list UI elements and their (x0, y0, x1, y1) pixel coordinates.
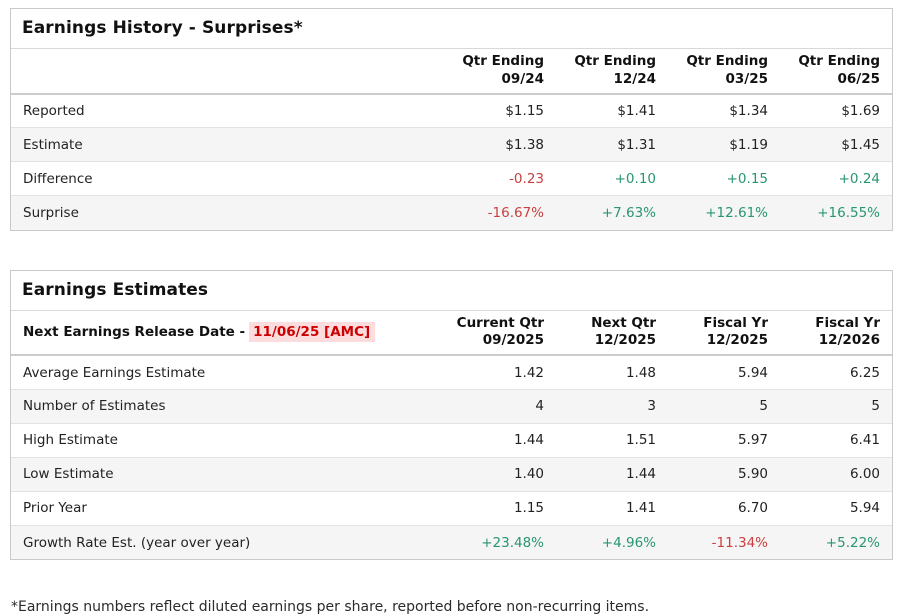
column-header-line1: Qtr Ending (574, 53, 656, 69)
column-header-line2: 06/25 (837, 70, 880, 87)
column-header-row: Next Earnings Release Date -11/06/25 [AM… (11, 310, 892, 357)
table-row: Prior Year 1.15 1.41 6.70 5.94 (11, 490, 892, 526)
column-header-line1: Fiscal Yr (703, 314, 768, 331)
cell-value: +0.15 (668, 161, 780, 196)
cell-value: -16.67% (444, 195, 556, 230)
cell-value: +7.63% (556, 195, 668, 230)
column-header-line2: 12/2025 (594, 332, 656, 349)
column-header: Next Qtr 12/2025 (556, 310, 668, 357)
column-header-line1: Qtr Ending (462, 53, 544, 69)
cell-value: $1.38 (444, 127, 556, 162)
table-row: Reported $1.15 $1.41 $1.34 $1.69 (11, 94, 892, 128)
release-date-label: Next Earnings Release Date - (23, 323, 246, 340)
cell-value: +0.10 (556, 161, 668, 196)
table-row: Surprise -16.67% +7.63% +12.61% +16.55% (11, 195, 892, 230)
row-label: Surprise (11, 195, 444, 230)
cell-value: -11.34% (668, 524, 780, 560)
column-header-line1: Fiscal Yr (815, 314, 880, 331)
cell-value: 1.44 (444, 422, 556, 458)
cell-value: 1.48 (625, 364, 656, 381)
row-label: Low Estimate (11, 456, 444, 492)
release-date-value: 11/06/25 [AMC] (249, 321, 376, 342)
row-label: Prior Year (11, 490, 444, 526)
column-header: Qtr Ending 12/24 (556, 49, 668, 95)
cell-value: $1.45 (780, 127, 892, 162)
table-row: Estimate $1.38 $1.31 $1.19 $1.45 (11, 127, 892, 162)
column-header: Qtr Ending 03/25 (668, 49, 780, 95)
cell-value: $1.31 (556, 127, 668, 162)
cell-value: 5 (668, 388, 780, 424)
cell-value: 3 (556, 388, 668, 424)
cell-value: 1.15 (444, 490, 556, 526)
column-header: Current Qtr 09/2025 (444, 310, 556, 357)
cell-value: 6.25 (849, 364, 880, 381)
column-header-line2: 12/2025 (706, 332, 768, 349)
cell-value: 1.51 (556, 422, 668, 458)
cell-value: 5 (780, 388, 892, 424)
column-header-line1: Qtr Ending (798, 53, 880, 69)
cell-value: 6.41 (780, 422, 892, 458)
cell-value: 5.94 (737, 364, 768, 381)
cell-value: 5.97 (668, 422, 780, 458)
row-label: High Estimate (11, 422, 444, 458)
row-label: Estimate (11, 127, 444, 162)
column-header: Fiscal Yr 12/2026 (780, 310, 892, 357)
earnings-history-title: Earnings History - Surprises* (11, 9, 892, 49)
column-header-line1: Qtr Ending (686, 53, 768, 69)
earnings-estimates-table: Next Earnings Release Date -11/06/25 [AM… (11, 310, 892, 560)
table-row: Number of Estimates 4 3 5 5 (11, 388, 892, 424)
row-label: Number of Estimates (11, 388, 444, 424)
cell-value: 1.44 (556, 456, 668, 492)
cell-value: $1.34 (729, 102, 768, 119)
row-label: Reported (23, 102, 85, 119)
earnings-estimates-title: Earnings Estimates (11, 271, 892, 311)
row-label: Growth Rate Est. (year over year) (11, 524, 444, 560)
row-label: Average Earnings Estimate (23, 364, 206, 381)
cell-value: 6.00 (780, 456, 892, 492)
table-row: Low Estimate 1.40 1.44 5.90 6.00 (11, 456, 892, 492)
estimates_table-header-label-cell: Next Earnings Release Date -11/06/25 [AM… (11, 310, 444, 357)
column-header-row: Qtr Ending 09/24 Qtr Ending 12/24 Qtr Ending… (11, 49, 892, 95)
column-header-line2: 09/24 (501, 70, 544, 87)
earnings-estimates-card: Earnings Estimates Next Earnings Release… (10, 269, 893, 561)
cell-value: +0.24 (780, 161, 892, 196)
table-row: High Estimate 1.44 1.51 5.97 6.41 (11, 422, 892, 458)
cell-value: $1.19 (668, 127, 780, 162)
footnote: *Earnings numbers reflect diluted earnin… (11, 599, 650, 615)
table-row: Growth Rate Est. (year over year) +23.48%… (11, 524, 892, 560)
table-row: Difference -0.23 +0.10 +0.15 +0.24 (11, 161, 892, 196)
cell-value: $1.15 (505, 102, 544, 119)
cell-value: 5.90 (668, 456, 780, 492)
column-header: Fiscal Yr 12/2025 (668, 310, 780, 357)
surprises_table-header-label-cell (11, 49, 444, 95)
cell-value: +5.22% (780, 524, 892, 560)
cell-value: -0.23 (444, 161, 556, 196)
column-header-line2: 12/2026 (818, 332, 880, 349)
cell-value: +23.48% (444, 524, 556, 560)
cell-value: +4.96% (556, 524, 668, 560)
column-header-line2: 03/25 (725, 70, 768, 87)
cell-value: +16.55% (780, 195, 892, 230)
cell-value: 4 (444, 388, 556, 424)
column-header: Qtr Ending 06/25 (780, 49, 892, 95)
cell-value: 1.40 (444, 456, 556, 492)
cell-value: 1.41 (556, 490, 668, 526)
column-header: Qtr Ending 09/24 (444, 49, 556, 95)
row-label: Difference (11, 161, 444, 196)
column-header-line1: Next Qtr (591, 314, 656, 331)
cell-value: $1.69 (841, 102, 880, 119)
cell-value: 5.94 (780, 490, 892, 526)
earnings-history-table: Qtr Ending 09/24 Qtr Ending 12/24 Qtr Ending… (11, 49, 892, 230)
table-row: Average Earnings Estimate 1.42 1.48 5.94 6.2… (11, 355, 892, 389)
column-header-line2: 09/2025 (482, 332, 544, 349)
column-header-line1: Current Qtr (456, 314, 544, 331)
cell-value: $1.41 (617, 102, 656, 119)
cell-value: +12.61% (668, 195, 780, 230)
cell-value: 6.70 (668, 490, 780, 526)
column-header-line2: 12/24 (613, 70, 656, 87)
earnings-history-card: Earnings History - Surprises* Qtr Ending… (10, 8, 893, 231)
cell-value: 1.42 (513, 364, 544, 381)
